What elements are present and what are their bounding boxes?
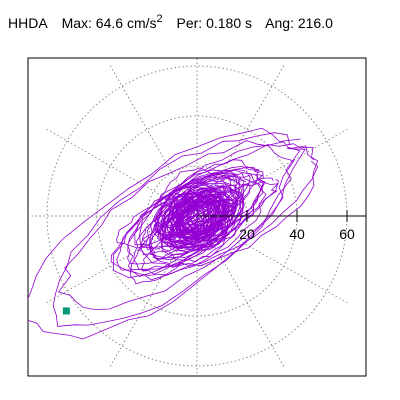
period-value: 0.180 s: [206, 15, 253, 31]
angle-label: Ang:: [265, 15, 294, 31]
orbit-loop: [174, 195, 236, 242]
period-label: Per:: [176, 15, 203, 31]
orbit-loop: [130, 168, 251, 285]
orbit-loop: [154, 159, 264, 252]
plot-header: HHDA Max: 64.6 cm/s2 Per: 0.180 s Ang: 2…: [8, 13, 333, 34]
orbit-trace: [28, 127, 319, 340]
radial-tick-label: 60: [339, 226, 355, 242]
orbit-loop: [127, 169, 267, 276]
orbit-loop: [149, 173, 265, 260]
orbit-loop: [52, 132, 301, 327]
radial-tick-label: 20: [239, 226, 255, 242]
orbit-loop: [28, 127, 306, 340]
grid-spoke: [109, 64, 198, 217]
max-label: Max:: [61, 15, 92, 31]
radial-axis: 20 40 60: [197, 210, 366, 242]
orbit-loop: [180, 202, 239, 234]
orbit-loop: [134, 165, 266, 250]
peak-marker: [62, 307, 70, 315]
orbit-loop: [116, 166, 264, 249]
max-unit-exponent: 2: [156, 13, 163, 25]
orbit-loop: [169, 173, 243, 240]
orbit-loop: [148, 186, 243, 261]
max-value: 64.6: [95, 15, 124, 31]
station-name: HHDA: [8, 15, 48, 31]
orbit-loop: [159, 167, 237, 247]
orbit-loop: [169, 193, 230, 247]
orbit-loop: [148, 169, 245, 268]
orbit-loop: [57, 140, 295, 310]
orbit-loop: [112, 143, 319, 281]
max-unit: cm/s: [126, 15, 157, 31]
radial-tick-label: 40: [289, 226, 305, 242]
orbit-loop: [178, 194, 213, 233]
angle-value: 216.0: [297, 15, 333, 31]
